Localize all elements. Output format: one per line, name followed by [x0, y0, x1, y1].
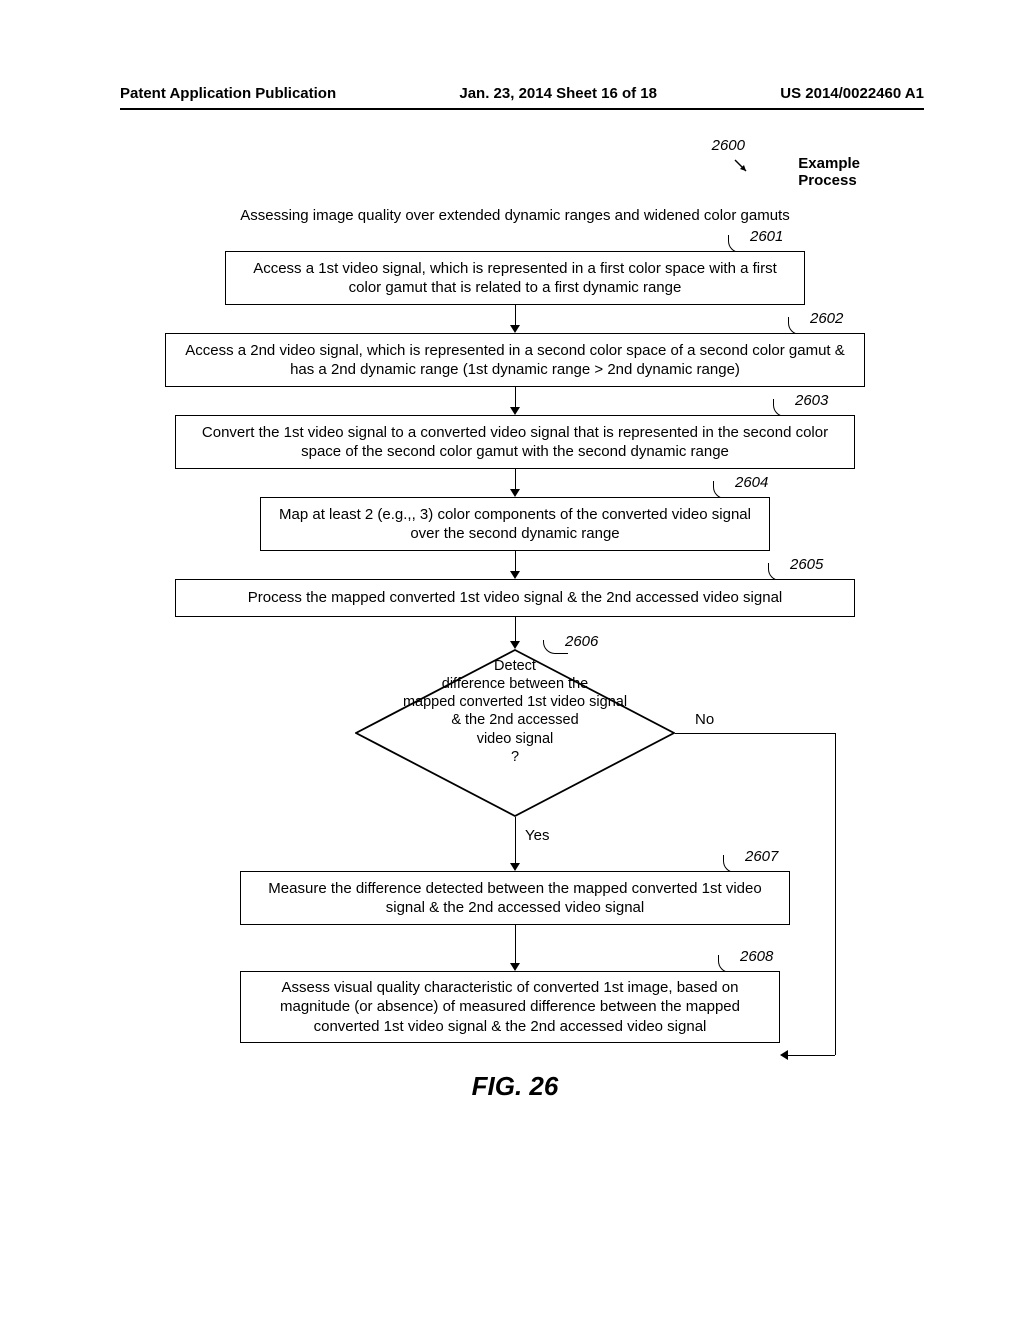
- node-2602-text: Access a 2nd video signal, which is repr…: [184, 341, 846, 380]
- n2606-l3: mapped converted 1st video signal: [355, 693, 675, 711]
- title-line2: Process: [798, 172, 860, 189]
- node-2608: Assess visual quality characteristic of …: [240, 971, 780, 1043]
- label-no: No: [695, 711, 714, 728]
- node-2603: Convert the 1st video signal to a conver…: [175, 415, 855, 469]
- n2606-l6: ?: [355, 748, 675, 766]
- node-2604-text: Map at least 2 (e.g.,, 3) color componen…: [279, 505, 751, 544]
- arrow-3-4: [510, 489, 520, 497]
- arrow-6-7: [510, 863, 520, 871]
- node-2601-text: Access a 1st video signal, which is repr…: [244, 259, 786, 298]
- title-block: Example Process: [798, 155, 860, 189]
- figure-ref-2600: 2600: [712, 137, 745, 154]
- node-2608-text: Assess visual quality characteristic of …: [259, 978, 761, 1037]
- figure-caption: FIG. 26: [110, 1071, 920, 1102]
- arrow-5-6: [510, 641, 520, 649]
- ref-2606: 2606: [565, 633, 598, 650]
- conn-2-3: [515, 387, 516, 409]
- label-yes: Yes: [525, 827, 549, 844]
- node-2605-text: Process the mapped converted 1st video s…: [248, 588, 783, 608]
- node-2602: Access a 2nd video signal, which is repr…: [165, 333, 865, 387]
- arrow-1-2: [510, 325, 520, 333]
- conn-3-4: [515, 469, 516, 491]
- node-2607-text: Measure the difference detected between …: [259, 879, 771, 918]
- n2606-l4: & the 2nd accessed: [355, 711, 675, 729]
- node-2607: Measure the difference detected between …: [240, 871, 790, 925]
- n2606-l1: Detect: [355, 657, 675, 675]
- node-2606-text: Detect difference between the mapped con…: [355, 657, 675, 766]
- header-rule: [120, 108, 924, 110]
- node-2605: Process the mapped converted 1st video s…: [175, 579, 855, 617]
- node-2601: Access a 1st video signal, which is repr…: [225, 251, 805, 305]
- header-right: US 2014/0022460 A1: [780, 85, 924, 102]
- header-center: Jan. 23, 2014 Sheet 16 of 18: [459, 85, 657, 102]
- node-2604: Map at least 2 (e.g.,, 3) color componen…: [260, 497, 770, 551]
- page: Patent Application Publication Jan. 23, …: [0, 0, 1024, 1320]
- conn-4-5: [515, 551, 516, 573]
- page-header: Patent Application Publication Jan. 23, …: [120, 85, 924, 102]
- arrow-no: [780, 1050, 788, 1060]
- arrow-4-5: [510, 571, 520, 579]
- no-h2: [788, 1055, 835, 1056]
- no-v: [835, 733, 836, 1055]
- n2606-l2: difference between the: [355, 675, 675, 693]
- arrow-7-8: [510, 963, 520, 971]
- header-left: Patent Application Publication: [120, 85, 336, 102]
- conn-1-2: [515, 305, 516, 327]
- no-h1: [675, 733, 835, 734]
- title-line1: Example: [798, 155, 860, 172]
- subtitle: Assessing image quality over extended dy…: [150, 207, 880, 224]
- n2606-l5: video signal: [355, 730, 675, 748]
- conn-6-7: [515, 817, 516, 865]
- conn-5-6: [515, 617, 516, 643]
- title-arrow-icon: [732, 157, 750, 178]
- node-2603-text: Convert the 1st video signal to a conver…: [194, 423, 836, 462]
- arrow-2-3: [510, 407, 520, 415]
- conn-7-8: [515, 925, 516, 965]
